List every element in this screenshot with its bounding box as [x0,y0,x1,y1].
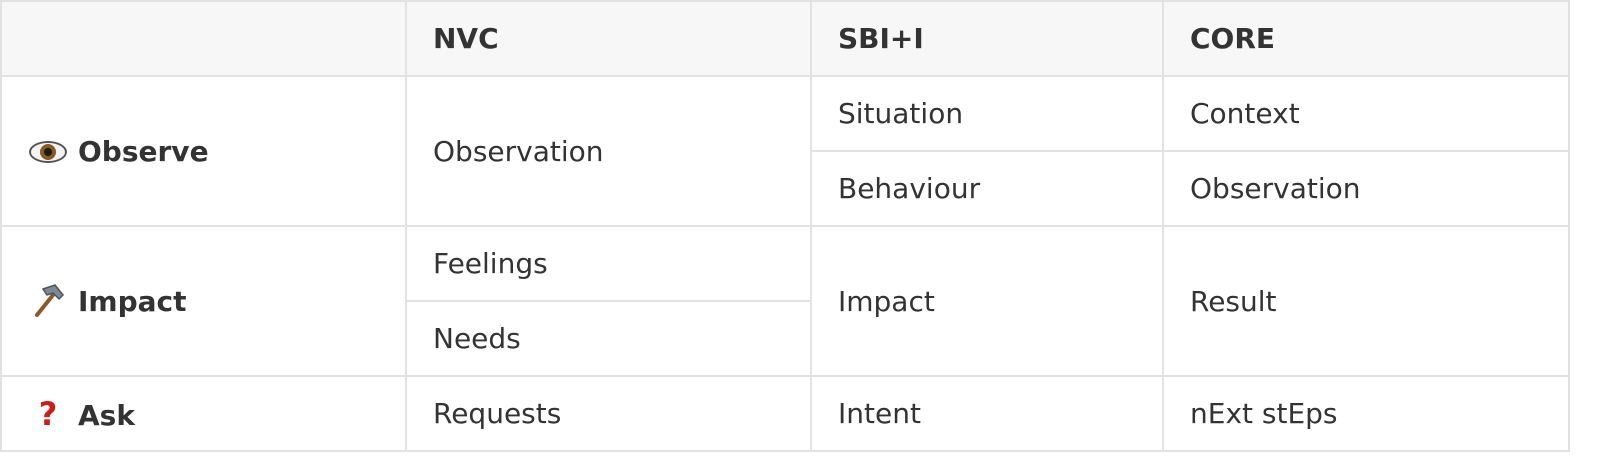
header-row: NVC SBI+I CORE [0,0,1570,77]
cell-nvc-observation: Observation [405,75,812,227]
header-cell-core: CORE [1162,0,1570,77]
row-label-ask: Ask [78,398,135,432]
table-row: ? Ask Requests Intent nExt stEps [0,375,1570,452]
cell-nvc-feelings: Feelings [405,225,812,302]
cell-sbi-situation: Situation [810,75,1164,152]
eye-icon [28,135,68,168]
cell-nvc-needs: Needs [405,300,812,377]
cell-sbi-intent: Intent [810,375,1164,452]
feedback-models-table: NVC SBI+I CORE Observe Observation Situa… [0,0,1570,452]
header-cell-sbi: SBI+I [810,0,1164,77]
row-head-ask: ? Ask [0,375,407,452]
cell-sbi-impact: Impact [810,225,1164,377]
header-cell-empty [0,0,407,77]
cell-core-next-steps: nExt stEps [1162,375,1570,452]
cell-sbi-behaviour: Behaviour [810,150,1164,227]
hammer-icon [28,283,68,319]
cell-core-observation: Observation [1162,150,1570,227]
row-label-impact: Impact [78,285,187,318]
table-row: Behaviour Observation [1,150,1570,227]
row-head-observe: Observe [0,75,407,227]
cell-core-result: Result [1162,225,1570,377]
header-cell-nvc: NVC [405,0,812,77]
table-row: Observe Observation Situation Context [0,75,1570,227]
table-row: Needs [1,300,1569,377]
row-label-observe: Observe [78,134,209,168]
cell-nvc-requests: Requests [405,375,812,452]
feedback-models-table-wrapper: NVC SBI+I CORE Observe Observation Situa… [0,0,1570,452]
cell-core-context: Context [1162,75,1570,152]
table-row: Impact Feelings Impact Result [0,225,1570,377]
row-head-impact: Impact [0,225,407,377]
question-mark-icon: ? [38,394,58,433]
